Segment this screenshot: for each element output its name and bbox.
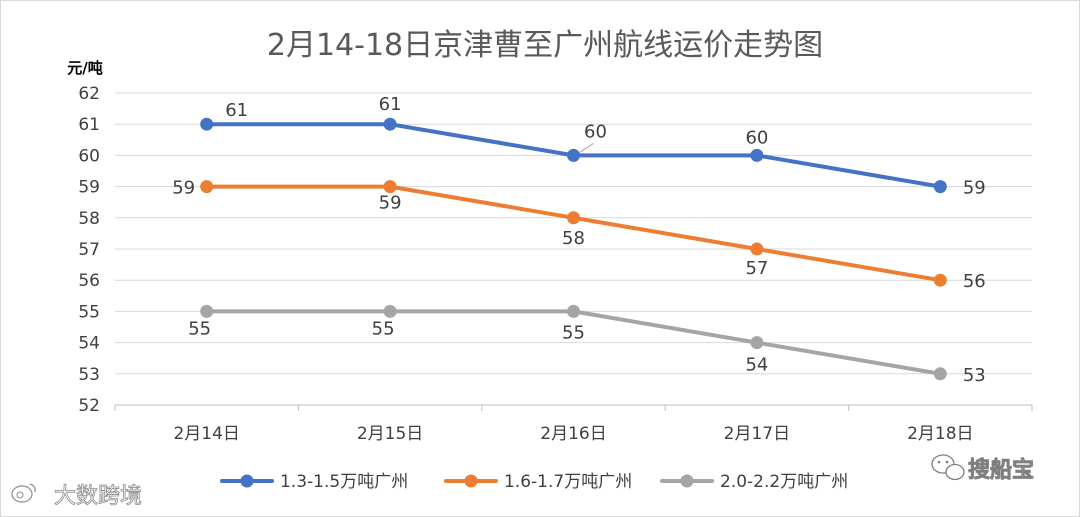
y-axis-unit-label: 元/吨 — [67, 59, 102, 77]
data-point-2-0 — [200, 304, 214, 318]
data-label-1-1: 59 — [379, 193, 402, 214]
data-point-2-3 — [750, 336, 764, 350]
data-label-1-2: 58 — [562, 228, 585, 249]
y-tick-label-54: 54 — [78, 334, 100, 354]
data-point-2-1 — [383, 304, 397, 318]
data-label-1-4: 56 — [963, 271, 986, 292]
y-tick-label-53: 53 — [78, 365, 100, 385]
leader-line-0-2 — [579, 142, 594, 153]
legend-marker-2 — [680, 474, 694, 488]
data-point-1-2 — [567, 211, 580, 225]
watermark-left-text: 大数跨境 — [54, 484, 142, 509]
y-tick-label-52: 52 — [78, 396, 100, 416]
watermark-left: 大数跨境 — [11, 483, 142, 509]
x-tick-label-2: 2月16日 — [540, 424, 606, 444]
data-point-2-2 — [567, 304, 580, 318]
x-tick-label-3: 2月17日 — [724, 424, 790, 444]
legend-label-1: 1.6-1.7万吨广州 — [504, 472, 632, 492]
data-label-0-0: 61 — [225, 100, 248, 121]
watermark-right-text: 搜船宝 — [968, 457, 1034, 483]
data-label-2-0: 55 — [188, 318, 211, 339]
data-label-2-2: 55 — [562, 322, 585, 343]
data-point-0-0 — [200, 117, 214, 131]
data-point-1-4 — [933, 273, 947, 287]
data-point-0-3 — [750, 148, 764, 162]
data-point-0-1 — [383, 117, 397, 131]
data-label-0-4: 59 — [963, 178, 986, 199]
data-point-1-0 — [200, 180, 214, 194]
data-point-1-3 — [750, 242, 764, 256]
legend-label-0: 1.3-1.5万吨广州 — [280, 472, 408, 492]
data-point-0-4 — [933, 180, 947, 194]
legend-marker-1 — [464, 474, 478, 488]
axes: 52 53 54 55 56 57 58 59 60 61 62 2月14日 2月15日 2月16日 2月1… — [78, 84, 1033, 444]
data-label-1-0: 59 — [172, 178, 195, 199]
data-label-0-1: 61 — [379, 94, 402, 115]
watermark-right: 搜船宝 — [931, 454, 1034, 483]
data-label-1-3: 57 — [745, 258, 768, 279]
y-tick-label-56: 56 — [78, 271, 100, 291]
data-label-0-3: 60 — [745, 127, 768, 148]
wechat-logo-icon — [931, 454, 965, 481]
y-tick-label-59: 59 — [78, 178, 100, 198]
data-label-0-2: 60 — [584, 121, 607, 142]
y-tick-label-58: 58 — [78, 209, 100, 229]
data-label-2-1: 55 — [372, 318, 395, 339]
legend: 1.3-1.5万吨广州 1.6-1.7万吨广州 2.0-2.2万吨广州 — [220, 472, 848, 492]
y-tick-label-57: 57 — [78, 240, 100, 260]
legend-marker-0 — [240, 474, 254, 488]
y-tick-label-60: 60 — [78, 146, 100, 166]
data-point-1-1 — [383, 180, 397, 194]
series-layer — [200, 117, 947, 381]
y-tick-label-62: 62 — [78, 84, 100, 104]
data-labels: 61 61 60 60 59 59 59 58 57 56 55 55 55 54 53 — [172, 94, 986, 386]
data-label-2-4: 53 — [963, 365, 986, 386]
y-tick-label-61: 61 — [78, 115, 100, 135]
weibo-logo-icon — [11, 483, 36, 503]
y-tick-label-55: 55 — [78, 302, 100, 322]
data-point-0-2 — [567, 148, 580, 162]
chart-title: 2月14-18日京津曹至广州航线运价走势图 — [267, 28, 823, 63]
data-label-2-3: 54 — [745, 355, 768, 376]
legend-label-2: 2.0-2.2万吨广州 — [720, 472, 848, 492]
x-tick-label-1: 2月15日 — [357, 424, 423, 444]
x-tick-label-4: 2月18日 — [907, 424, 973, 444]
data-point-2-4 — [933, 367, 947, 381]
x-tick-label-0: 2月14日 — [173, 424, 239, 444]
